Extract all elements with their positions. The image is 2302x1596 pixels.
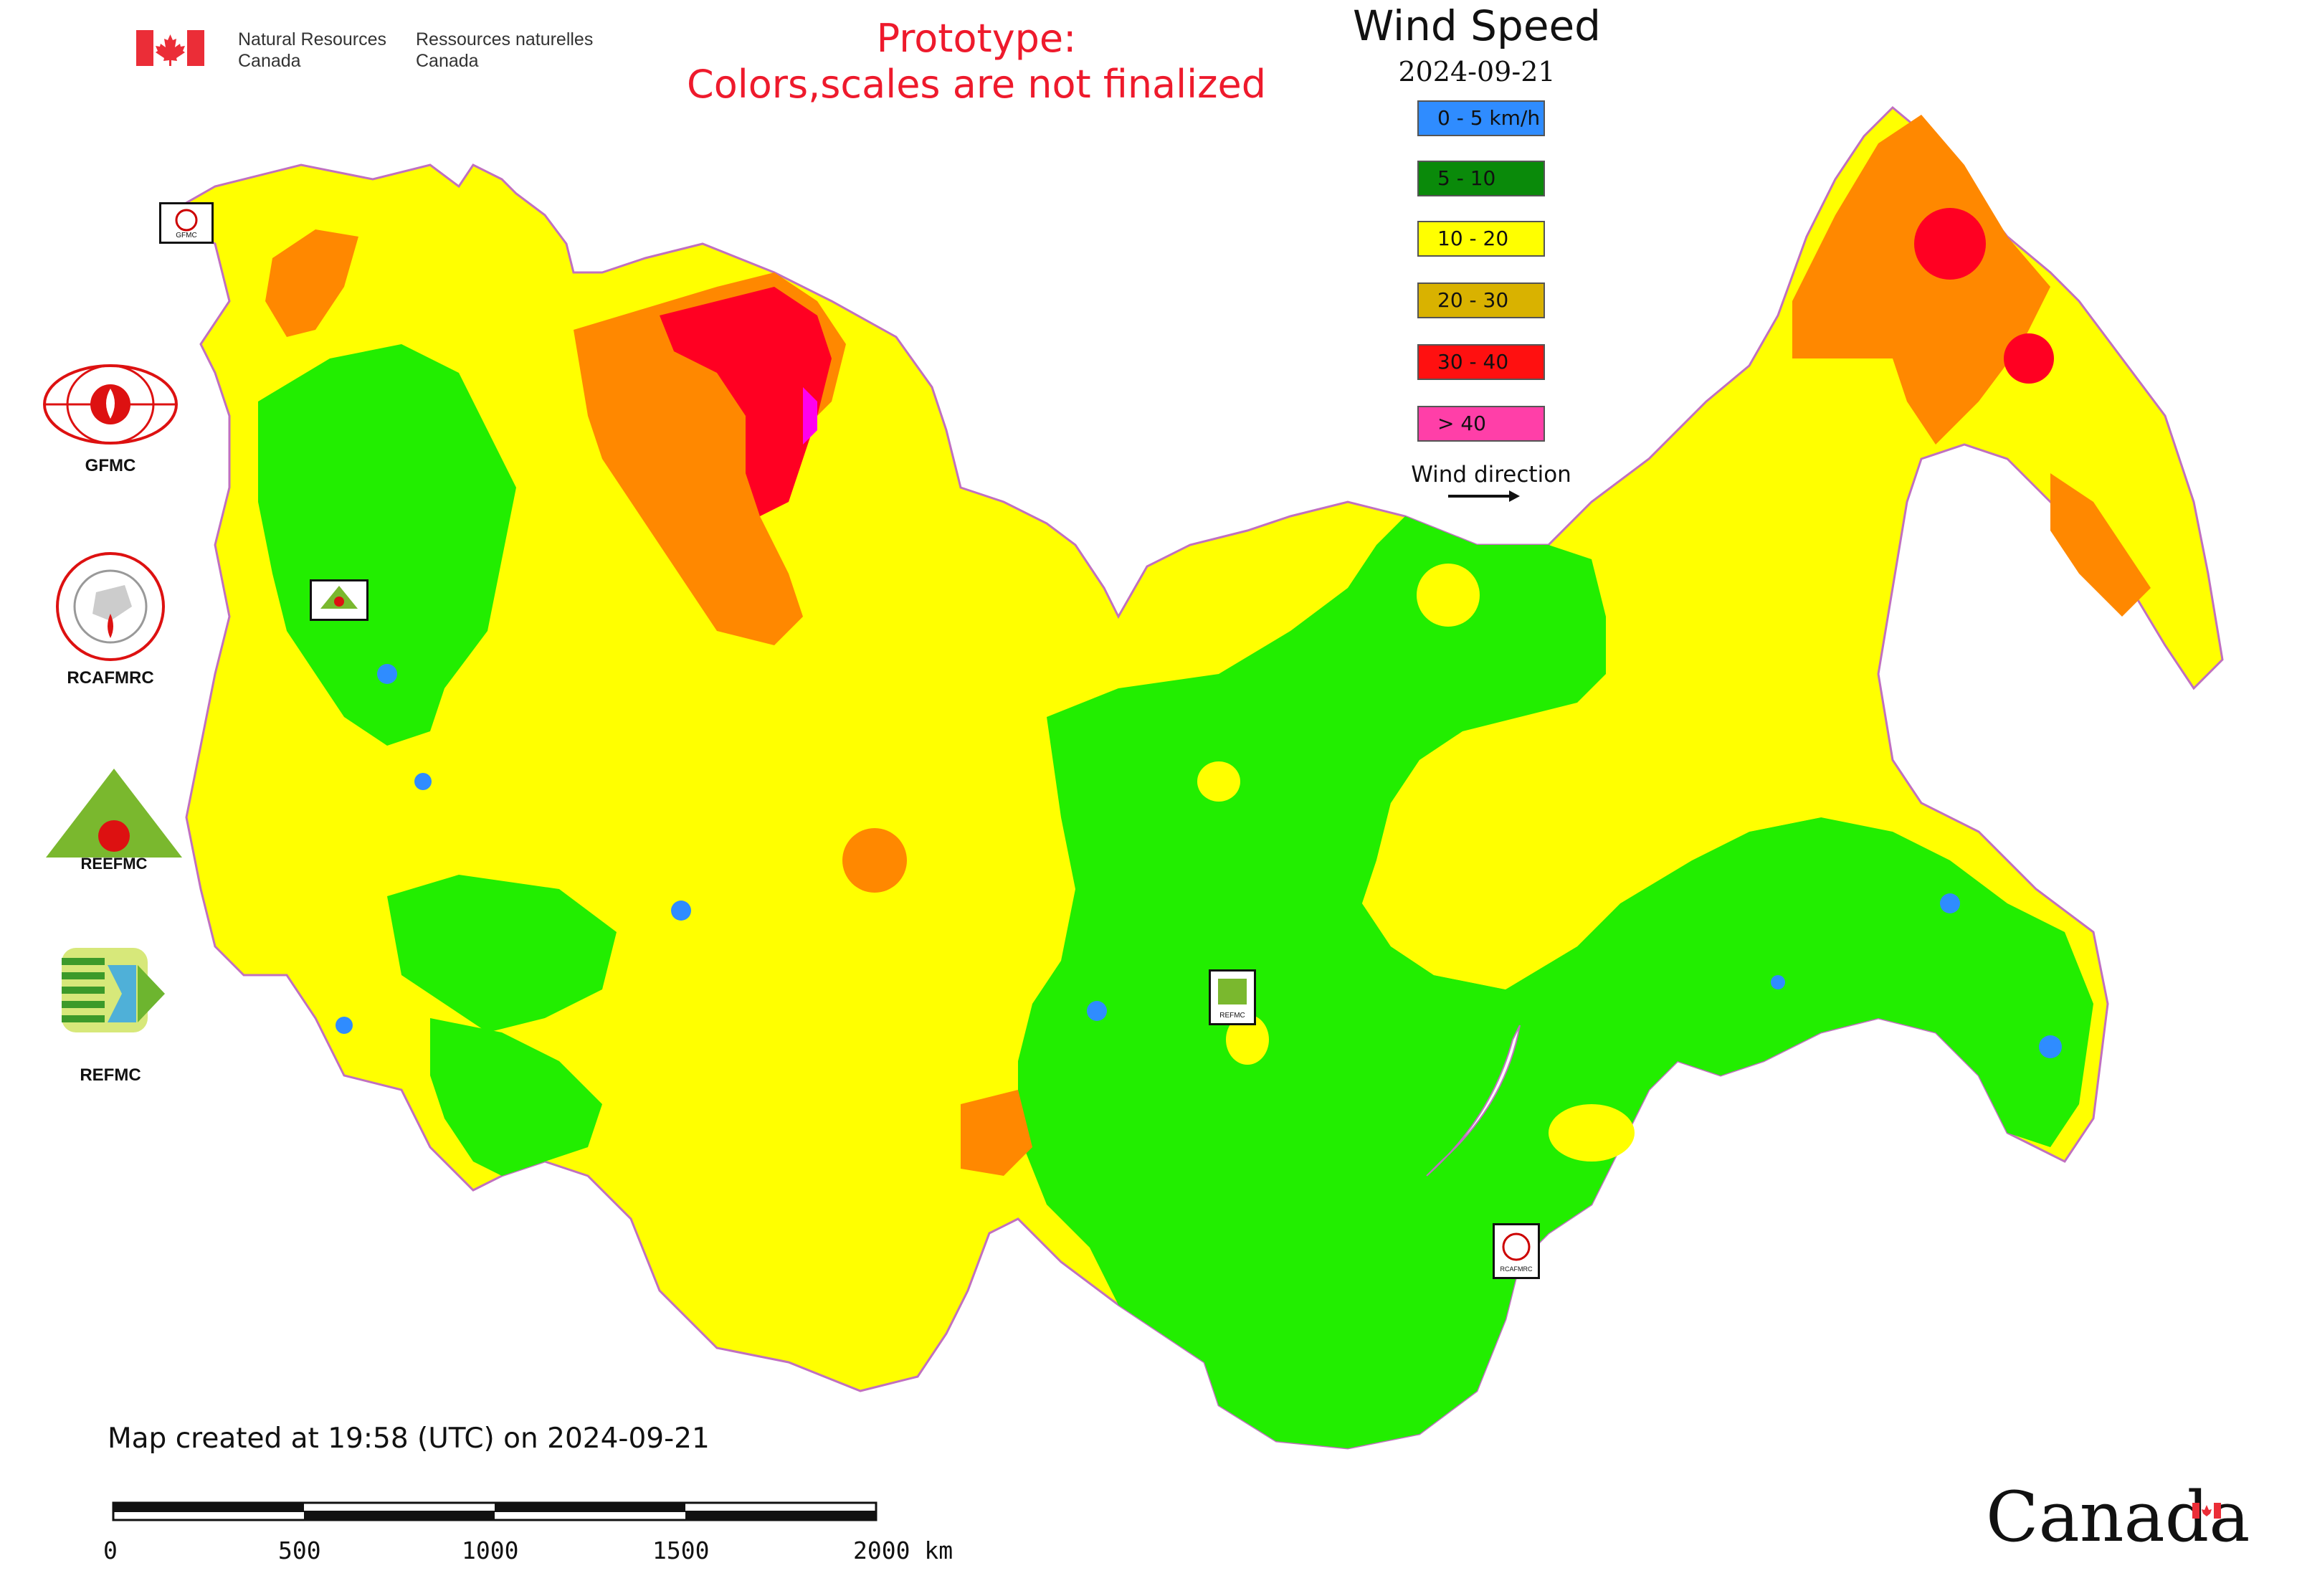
scale-label-500: 500 bbox=[278, 1536, 321, 1564]
zone-green-central bbox=[1018, 516, 2093, 1448]
calm-spot bbox=[336, 1017, 353, 1034]
scale-label-0: 0 bbox=[103, 1536, 118, 1564]
calm-spot bbox=[1771, 975, 1785, 989]
zone-yellow-ne bbox=[1606, 402, 1893, 860]
reefmc-logo: REEFMC bbox=[39, 764, 189, 875]
legend-label: 5 - 10 bbox=[1437, 166, 1496, 190]
zone-orange-kamchatka bbox=[2050, 473, 2151, 617]
rcafmrc-logo-label: RCAFMRC bbox=[67, 668, 154, 688]
legend-item-10-20: 10 - 20 bbox=[1417, 221, 1545, 257]
legend-date: 2024-09-21 bbox=[1398, 56, 1556, 87]
map-created-timestamp: Map created at 19:58 (UTC) on 2024-09-21 bbox=[108, 1422, 710, 1455]
lake-baikal bbox=[1426, 1025, 1521, 1177]
scale-label-2000: 2000 km bbox=[853, 1536, 953, 1564]
gfmc-marker-icon: GFMC bbox=[175, 209, 198, 239]
svg-text:RCAFMRC: RCAFMRC bbox=[1500, 1265, 1533, 1273]
legend-item-0-5: 0 - 5 km/h bbox=[1417, 100, 1545, 136]
zone-green-west2 bbox=[387, 875, 617, 1032]
zone-orange-ne bbox=[1792, 115, 2050, 445]
legend-label: 10 - 20 bbox=[1437, 227, 1509, 250]
scale-bar bbox=[112, 1501, 877, 1521]
svg-text:GFMC: GFMC bbox=[176, 232, 196, 239]
calm-spot bbox=[1087, 1001, 1107, 1021]
refmc-logo-label: REFMC bbox=[80, 1065, 141, 1085]
refmc-logo bbox=[57, 944, 172, 1040]
calm-spot bbox=[671, 901, 691, 921]
reefmc-map-marker[interactable] bbox=[310, 579, 368, 621]
svg-text:REEFMC: REEFMC bbox=[81, 855, 148, 872]
zone-yellow-blob bbox=[1197, 761, 1240, 802]
scale-label-1000: 1000 bbox=[462, 1536, 519, 1564]
calm-spot bbox=[2039, 1035, 2062, 1058]
wordmark-flag-icon bbox=[2192, 1503, 2221, 1521]
legend-item-20-30: 20 - 30 bbox=[1417, 282, 1545, 318]
legend-label: 20 - 30 bbox=[1437, 288, 1509, 312]
legend-label: 0 - 5 km/h bbox=[1437, 106, 1541, 130]
svg-text:REFMC: REFMC bbox=[1219, 1012, 1245, 1020]
legend-label: 30 - 40 bbox=[1437, 350, 1509, 374]
zone-green-west bbox=[258, 344, 516, 746]
calm-spot bbox=[377, 664, 397, 684]
canada-flag-logo bbox=[136, 30, 204, 69]
rcafmrc-map-marker[interactable]: RCAFMRC bbox=[1493, 1223, 1540, 1279]
prototype-notice: Prototype: bbox=[876, 16, 1077, 61]
legend-item-5-10: 5 - 10 bbox=[1417, 161, 1545, 196]
zone-red-nz bbox=[660, 287, 832, 516]
legend-title: Wind Speed bbox=[1352, 1, 1602, 50]
reefmc-marker-icon bbox=[320, 586, 358, 609]
zone-red-kamchatka bbox=[2004, 333, 2054, 384]
zone-green-caspian bbox=[430, 1018, 602, 1176]
rcafmrc-logo bbox=[53, 549, 168, 667]
legend-item-over-40: > 40 bbox=[1417, 406, 1545, 442]
calm-spot bbox=[1940, 893, 1960, 913]
zone-orange-kazakh bbox=[961, 1090, 1032, 1176]
zone-red-chukotka bbox=[1914, 208, 1986, 280]
agency-name-fr: Ressources naturelles Canada bbox=[416, 29, 594, 71]
wind-direction-label: Wind direction bbox=[1411, 462, 1571, 488]
legend-item-30-40: 30 - 40 bbox=[1417, 344, 1545, 380]
canada-wordmark: Canada bbox=[1986, 1477, 2250, 1557]
legend-label: > 40 bbox=[1437, 412, 1486, 435]
gfmc-logo-label: GFMC bbox=[85, 456, 136, 475]
land-base bbox=[162, 105, 2224, 1450]
zone-orange-blob bbox=[842, 828, 907, 893]
calm-spot bbox=[414, 773, 432, 790]
agency-name-en: Natural Resources Canada bbox=[238, 29, 387, 71]
prototype-notice-detail: Colors,scales are not finalized bbox=[687, 62, 1266, 107]
rcafmrc-marker-icon: RCAFMRC bbox=[1500, 1232, 1533, 1273]
zone-magenta bbox=[803, 387, 817, 445]
zone-yellow-blob bbox=[1226, 1015, 1269, 1065]
zone-yellow-east bbox=[1362, 774, 1692, 989]
refmc-marker-icon: REFMC bbox=[1218, 979, 1247, 1020]
scale-label-1500: 1500 bbox=[652, 1536, 710, 1564]
zone-yellow-blob bbox=[1417, 564, 1480, 627]
gfmc-map-marker[interactable]: GFMC bbox=[159, 202, 214, 244]
zone-orange-kola bbox=[265, 229, 358, 337]
refmc-map-marker[interactable]: REFMC bbox=[1209, 969, 1256, 1025]
zone-yellow-blob bbox=[1549, 1104, 1635, 1162]
gfmc-logo bbox=[39, 363, 182, 452]
